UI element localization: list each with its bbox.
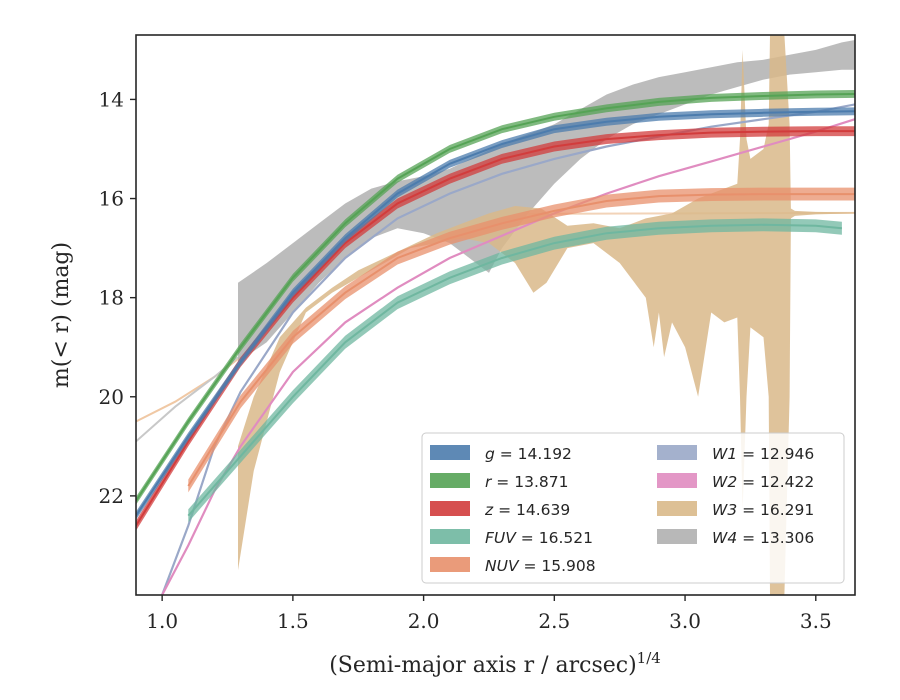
x-axis-label: (Semi-major axis r / arcsec)1/4 bbox=[329, 649, 661, 678]
legend-label-r: r = 13.871 bbox=[485, 473, 568, 491]
legend-swatch-fuv bbox=[430, 529, 470, 544]
x-axis-label-exponent: 1/4 bbox=[637, 649, 661, 667]
y-tick-label: 20 bbox=[99, 385, 124, 409]
legend-label-w1: W1 = 12.946 bbox=[712, 445, 814, 463]
legend-label-z: z = 14.639 bbox=[484, 501, 570, 519]
series-w3-band bbox=[238, 35, 855, 595]
y-tick-label: 18 bbox=[99, 286, 124, 310]
y-axis: 14 16 18 20 22 bbox=[99, 87, 136, 508]
series-g-line bbox=[136, 110, 855, 517]
series-g-band bbox=[136, 107, 855, 520]
legend-swatch-g bbox=[430, 445, 470, 460]
legend-swatch-w3 bbox=[657, 501, 697, 516]
legend-label-g: g = 14.192 bbox=[485, 445, 572, 463]
legend-label-nuv: NUV = 15.908 bbox=[485, 557, 596, 575]
legend: g = 14.192 r = 13.871 z = 14.639 FUV = 16.5… bbox=[421, 432, 845, 584]
series-w4-band bbox=[238, 40, 855, 363]
legend-label-w2: W2 = 12.422 bbox=[712, 473, 814, 491]
legend-swatch-w1 bbox=[657, 445, 697, 460]
legend-swatch-w2 bbox=[657, 473, 697, 488]
legend-swatch-z bbox=[430, 501, 470, 516]
legend-swatch-nuv bbox=[430, 557, 470, 572]
y-tick-label: 16 bbox=[99, 187, 124, 211]
x-tick-label: 1.0 bbox=[146, 609, 178, 633]
legend-frame bbox=[421, 432, 845, 584]
y-tick-label: 22 bbox=[99, 484, 124, 508]
series-fuv-line bbox=[187, 223, 842, 517]
x-tick-label: 3.5 bbox=[800, 609, 832, 633]
x-tick-label: 1.5 bbox=[277, 609, 309, 633]
x-axis-label-main: (Semi-major axis r / arcsec) bbox=[329, 653, 636, 678]
y-axis-label: m(< r) (mag) bbox=[49, 242, 74, 388]
plot-frame bbox=[135, 34, 856, 596]
x-tick-label: 3.0 bbox=[669, 609, 701, 633]
x-axis: 1.0 1.5 2.0 2.5 3.0 3.5 bbox=[146, 595, 832, 633]
series-layer bbox=[136, 35, 855, 595]
x-tick-label: 2.5 bbox=[538, 609, 570, 633]
legend-swatch-w4 bbox=[657, 529, 697, 544]
series-r-band bbox=[136, 90, 855, 505]
series-r-line bbox=[136, 93, 855, 502]
series-nuv-line bbox=[187, 193, 855, 487]
legend-label-w3: W3 = 16.291 bbox=[712, 501, 814, 519]
y-tick-label: 14 bbox=[99, 87, 124, 111]
x-tick-label: 2.0 bbox=[408, 609, 440, 633]
legend-label-w4: W4 = 13.306 bbox=[712, 529, 814, 547]
legend-swatch-r bbox=[430, 473, 470, 488]
legend-label-fuv: FUV = 16.521 bbox=[485, 529, 593, 547]
